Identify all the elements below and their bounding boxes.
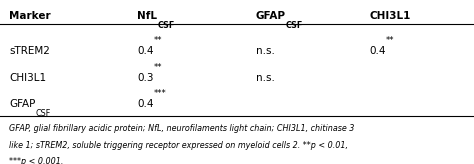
Text: 0.3: 0.3 xyxy=(137,73,154,83)
Text: NfL: NfL xyxy=(137,11,157,21)
Text: 0.4: 0.4 xyxy=(137,46,154,56)
Text: sTREM2: sTREM2 xyxy=(9,46,50,56)
Text: CHI3L1: CHI3L1 xyxy=(370,11,411,21)
Text: 0.4: 0.4 xyxy=(370,46,386,56)
Text: CSF: CSF xyxy=(157,21,175,30)
Text: n.s.: n.s. xyxy=(256,73,275,83)
Text: CSF: CSF xyxy=(286,21,303,30)
Text: GFAP: GFAP xyxy=(9,99,36,109)
Text: like 1; sTREM2, soluble triggering receptor expressed on myeloid cells 2. **p < : like 1; sTREM2, soluble triggering recep… xyxy=(9,141,348,150)
Text: CSF: CSF xyxy=(36,109,51,118)
Text: **: ** xyxy=(154,36,163,45)
Text: 0.4: 0.4 xyxy=(137,99,154,109)
Text: ***p < 0.001.: ***p < 0.001. xyxy=(9,157,64,164)
Text: CHI3L1: CHI3L1 xyxy=(9,73,46,83)
Text: ***: *** xyxy=(154,89,167,98)
Text: GFAP, glial fibrillary acidic protein; NfL, neurofilaments light chain; CHI3L1, : GFAP, glial fibrillary acidic protein; N… xyxy=(9,124,355,133)
Text: **: ** xyxy=(386,36,395,45)
Text: n.s.: n.s. xyxy=(256,46,275,56)
Text: Marker: Marker xyxy=(9,11,51,21)
Text: GFAP: GFAP xyxy=(256,11,286,21)
Text: **: ** xyxy=(154,63,163,72)
